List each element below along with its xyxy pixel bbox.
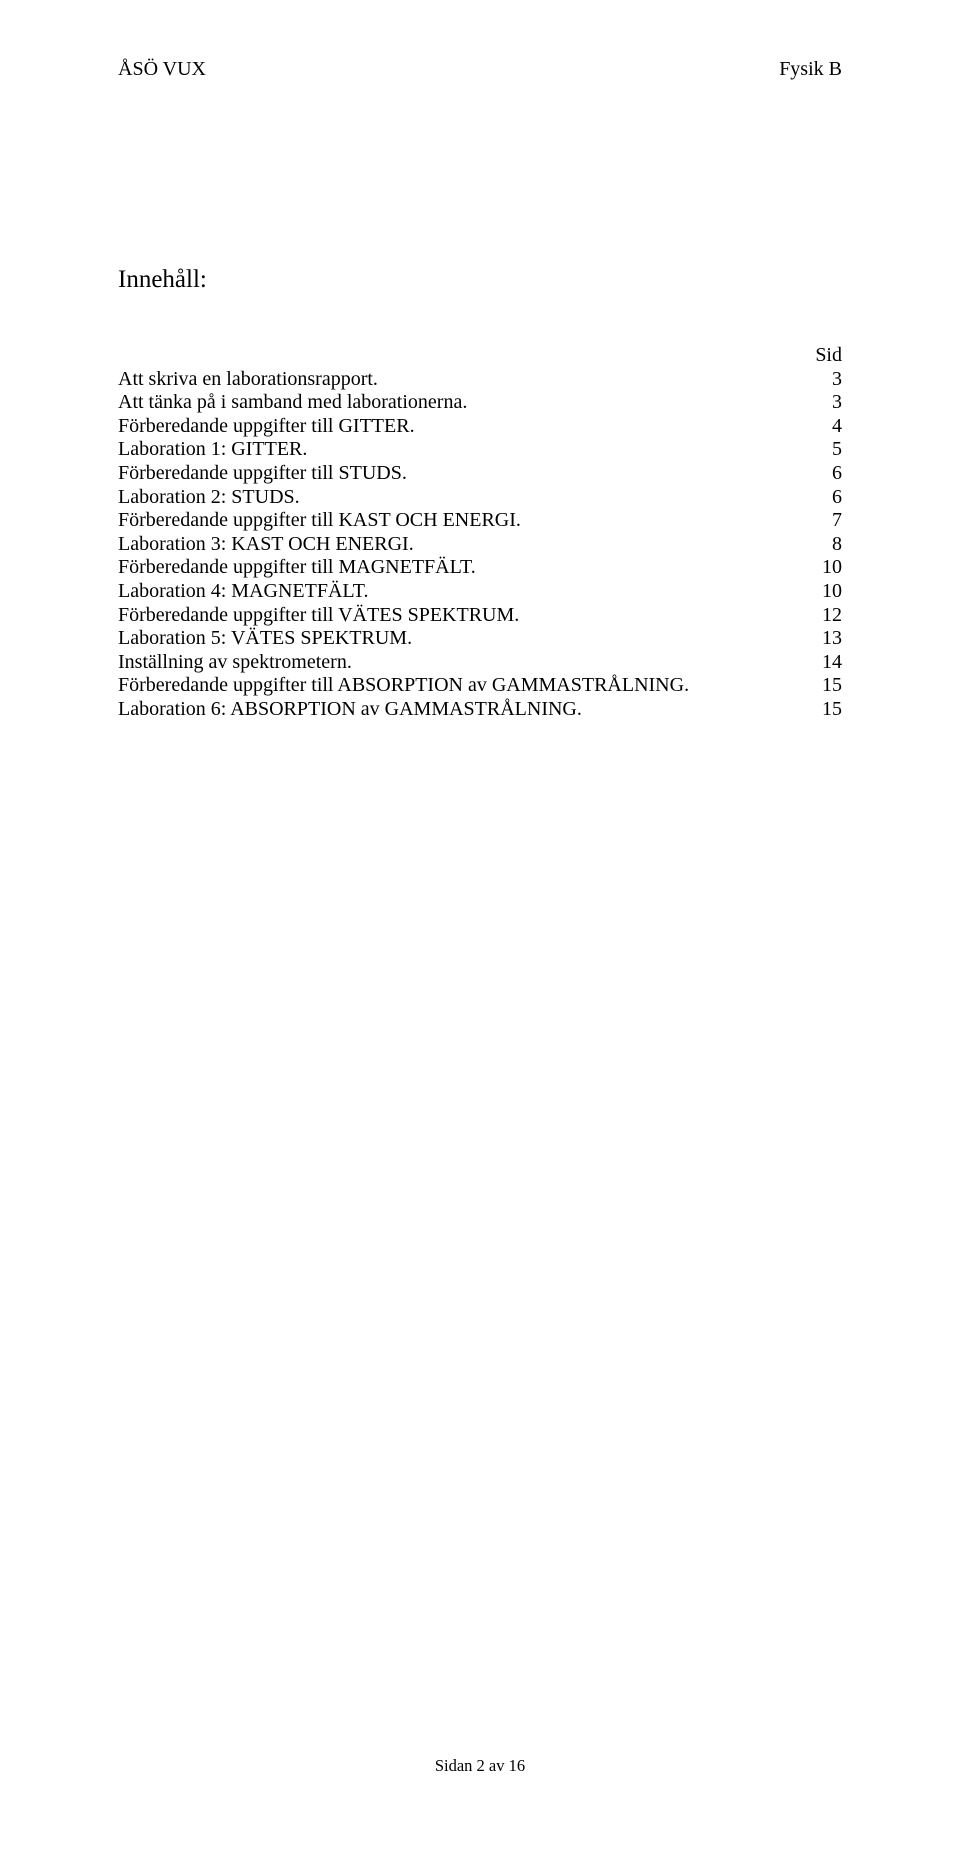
toc-entry-title: Laboration 2: STUDS.: [118, 486, 802, 510]
toc-header-spacer: [118, 344, 802, 368]
toc-entry-page: 3: [802, 368, 842, 392]
toc-entry-title: Att tänka på i samband med laborationern…: [118, 391, 802, 415]
toc-entry-title: Laboration 3: KAST OCH ENERGI.: [118, 533, 802, 557]
toc-row: Laboration 6: ABSORPTION av GAMMASTRÅLNI…: [118, 698, 842, 722]
toc-entry-page: 14: [802, 651, 842, 675]
toc-row: Förberedande uppgifter till VÄTES SPEKTR…: [118, 604, 842, 628]
toc-entry-title: Laboration 5: VÄTES SPEKTRUM.: [118, 627, 802, 651]
toc-entry-page: 6: [802, 462, 842, 486]
toc-header-row: Sid: [118, 344, 842, 368]
header-left: ÅSÖ VUX: [118, 58, 206, 81]
page: ÅSÖ VUX Fysik B Innehåll: Sid Att skriva…: [0, 0, 960, 722]
toc-row: Förberedande uppgifter till MAGNETFÄLT.1…: [118, 556, 842, 580]
page-footer: Sidan 2 av 16: [0, 1756, 960, 1776]
toc-entry-title: Förberedande uppgifter till MAGNETFÄLT.: [118, 556, 802, 580]
toc-row: Laboration 2: STUDS.6: [118, 486, 842, 510]
table-of-contents: Sid Att skriva en laborationsrapport.3At…: [118, 344, 842, 722]
toc-entry-title: Förberedande uppgifter till STUDS.: [118, 462, 802, 486]
toc-entry-page: 7: [802, 509, 842, 533]
toc-row: Laboration 5: VÄTES SPEKTRUM.13: [118, 627, 842, 651]
toc-entry-page: 10: [802, 580, 842, 604]
toc-row: Förberedande uppgifter till ABSORPTION a…: [118, 674, 842, 698]
toc-row: Förberedande uppgifter till KAST OCH ENE…: [118, 509, 842, 533]
toc-row: Förberedande uppgifter till GITTER.4: [118, 415, 842, 439]
toc-entry-title: Att skriva en laborationsrapport.: [118, 368, 802, 392]
toc-entry-page: 15: [802, 674, 842, 698]
toc-entry-page: 8: [802, 533, 842, 557]
toc-entry-page: 6: [802, 486, 842, 510]
toc-entry-title: Förberedande uppgifter till ABSORPTION a…: [118, 674, 802, 698]
toc-row: Att skriva en laborationsrapport.3: [118, 368, 842, 392]
toc-entry-page: 4: [802, 415, 842, 439]
toc-entry-title: Förberedande uppgifter till GITTER.: [118, 415, 802, 439]
toc-row: Förberedande uppgifter till STUDS.6: [118, 462, 842, 486]
toc-row: Laboration 3: KAST OCH ENERGI.8: [118, 533, 842, 557]
toc-entry-page: 12: [802, 604, 842, 628]
toc-entry-title: Laboration 6: ABSORPTION av GAMMASTRÅLNI…: [118, 698, 802, 722]
toc-entry-title: Förberedande uppgifter till KAST OCH ENE…: [118, 509, 802, 533]
section-title: Innehåll:: [118, 266, 842, 294]
toc-entry-page: 15: [802, 698, 842, 722]
toc-row: Att tänka på i samband med laborationern…: [118, 391, 842, 415]
toc-row: Laboration 4: MAGNETFÄLT.10: [118, 580, 842, 604]
toc-entry-page: 3: [802, 391, 842, 415]
toc-entry-title: Laboration 1: GITTER.: [118, 438, 802, 462]
toc-entry-page: 10: [802, 556, 842, 580]
toc-row: Inställning av spektrometern.14: [118, 651, 842, 675]
toc-rows: Att skriva en laborationsrapport.3Att tä…: [118, 368, 842, 722]
toc-entry-page: 5: [802, 438, 842, 462]
toc-header-col: Sid: [802, 344, 842, 368]
toc-entry-title: Förberedande uppgifter till VÄTES SPEKTR…: [118, 604, 802, 628]
header-right: Fysik B: [779, 58, 842, 81]
toc-entry-title: Inställning av spektrometern.: [118, 651, 802, 675]
toc-row: Laboration 1: GITTER.5: [118, 438, 842, 462]
running-header: ÅSÖ VUX Fysik B: [118, 58, 842, 81]
toc-entry-page: 13: [802, 627, 842, 651]
toc-entry-title: Laboration 4: MAGNETFÄLT.: [118, 580, 802, 604]
